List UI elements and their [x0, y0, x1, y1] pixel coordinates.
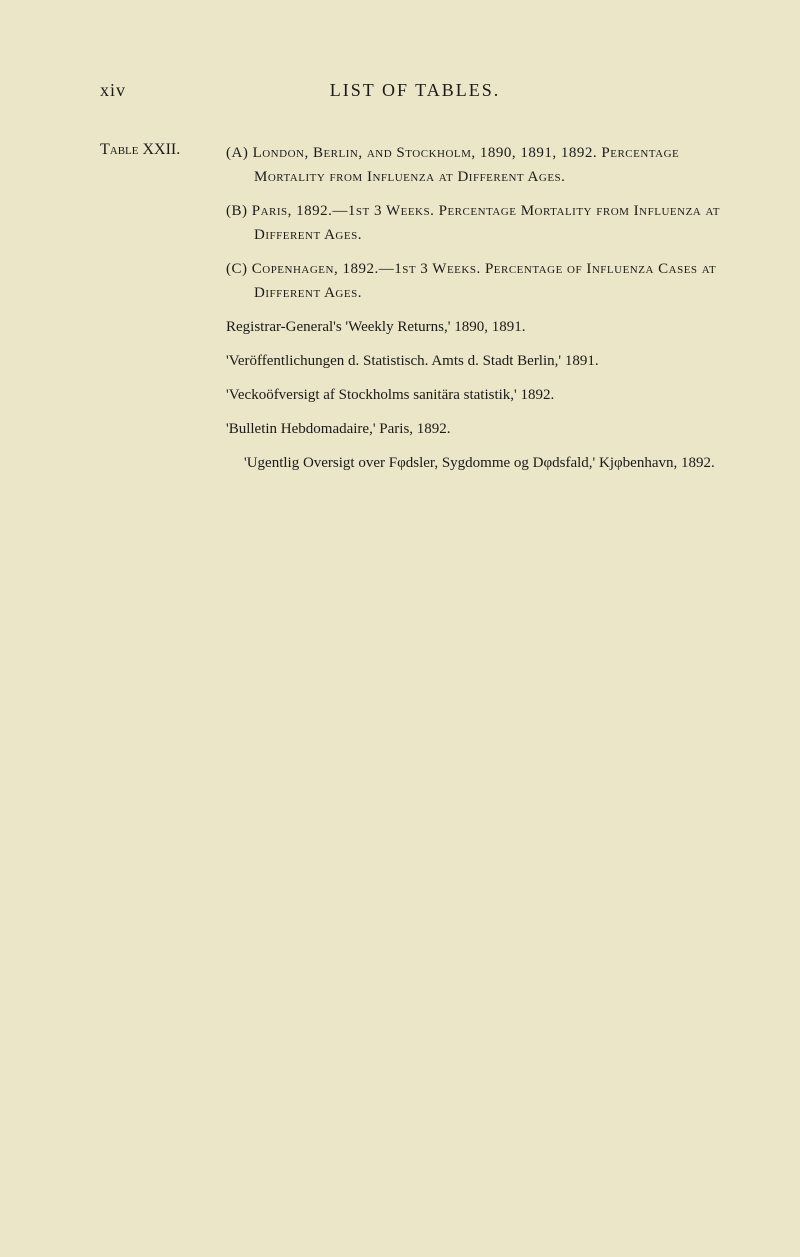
- source-veckoof: 'Veckoöfversigt af Stockholms sanitära s…: [226, 383, 730, 407]
- item-a-text: (A) London, Berlin, and Stockholm, 1890,…: [226, 145, 679, 185]
- table-item-c: (C) Copenhagen, 1892.—1st 3 Weeks. Perce…: [226, 257, 730, 305]
- source-bulletin: 'Bulletin Hebdomadaire,' Paris, 1892.: [226, 417, 730, 441]
- source-ugentlig: 'Ugentlig Oversigt over Fφdsler, Sygdomm…: [226, 451, 730, 475]
- header-row: xiv LIST OF TABLES.: [100, 80, 730, 101]
- table-label: Table XXII.: [100, 141, 210, 159]
- item-b-text: (B) Paris, 1892.—1st 3 Weeks. Percentage…: [226, 203, 720, 243]
- source-registrar: Registrar-General's 'Weekly Returns,' 18…: [226, 315, 730, 339]
- page-number-roman: xiv: [100, 80, 126, 101]
- item-c-text: (C) Copenhagen, 1892.—1st 3 Weeks. Perce…: [226, 261, 716, 301]
- table-entry: Table XXII. (A) London, Berlin, and Stoc…: [100, 141, 730, 485]
- source-veroffent: 'Veröffentlichungen d. Statistisch. Amts…: [226, 349, 730, 373]
- page-container: xiv LIST OF TABLES. Table XXII. (A) Lond…: [0, 0, 800, 549]
- table-item-a: (A) London, Berlin, and Stockholm, 1890,…: [226, 141, 730, 189]
- list-of-tables-title: LIST OF TABLES.: [330, 80, 500, 101]
- table-content: (A) London, Berlin, and Stockholm, 1890,…: [226, 141, 730, 485]
- table-item-b: (B) Paris, 1892.—1st 3 Weeks. Percentage…: [226, 199, 730, 247]
